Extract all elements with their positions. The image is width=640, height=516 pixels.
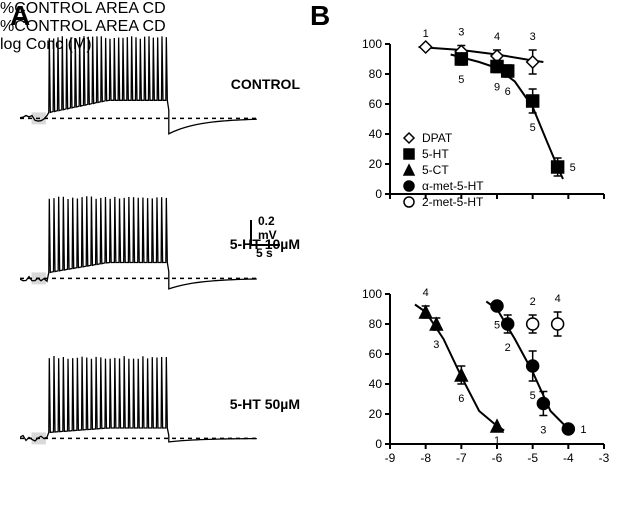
svg-text:0: 0 — [375, 437, 382, 451]
legend-symbol — [400, 147, 418, 161]
trace-2 — [20, 350, 260, 480]
svg-text:1: 1 — [494, 435, 500, 447]
svg-text:100: 100 — [362, 287, 382, 301]
svg-text:60: 60 — [369, 97, 383, 111]
legend-label: α-met-5-HT — [422, 179, 484, 193]
legend-row: 5-HT — [400, 146, 484, 162]
panel-b-label: B — [310, 0, 330, 32]
legend-symbol — [400, 163, 418, 177]
legend-label: 5-HT — [422, 147, 449, 161]
trace-label-0: CONTROL — [180, 76, 300, 92]
legend-row: 5-CT — [400, 162, 484, 178]
scalebar-v-unit: mV — [258, 228, 277, 242]
trace-label-1: 5-HT 10µM — [180, 236, 300, 252]
trace-label-2: 5-HT 50µM — [180, 396, 300, 412]
svg-text:5: 5 — [458, 74, 464, 86]
legend-row: α-met-5-HT — [400, 178, 484, 194]
svg-text:4: 4 — [423, 287, 429, 299]
legend-row: 2-met-5-HT — [400, 194, 484, 210]
legend: DPAT 5-HT 5-CT α-met-5-HT 2-met-5-HT — [400, 130, 484, 210]
svg-text:100: 100 — [362, 37, 382, 51]
trace-1 — [20, 190, 260, 320]
svg-text:5: 5 — [570, 162, 576, 174]
svg-text:2: 2 — [505, 342, 511, 354]
scalebar-vertical — [250, 220, 252, 244]
svg-text:3: 3 — [458, 27, 464, 39]
legend-label: DPAT — [422, 131, 452, 145]
svg-text:60: 60 — [369, 347, 383, 361]
legend-symbol — [400, 195, 418, 209]
legend-symbol — [400, 179, 418, 193]
svg-text:20: 20 — [369, 157, 383, 171]
panel-a-label: A — [10, 0, 30, 32]
legend-label: 5-CT — [422, 163, 449, 177]
svg-text:3: 3 — [540, 425, 546, 437]
svg-text:40: 40 — [369, 377, 383, 391]
svg-text:-4: -4 — [563, 451, 574, 465]
svg-text:4: 4 — [555, 293, 561, 305]
svg-text:-5: -5 — [527, 451, 538, 465]
chart-bottom: 020406080100-9-8-7-6-5-4-343615253124 — [380, 280, 610, 470]
figure: A B CONTROL 5-HT 10µM 5-HT 50µM 0.2 mV 5 s… — [0, 0, 640, 516]
svg-text:0: 0 — [375, 187, 382, 201]
svg-text:3: 3 — [433, 339, 439, 351]
svg-text:5: 5 — [530, 390, 536, 402]
svg-text:6: 6 — [458, 393, 464, 405]
svg-text:4: 4 — [494, 31, 500, 43]
svg-text:1: 1 — [580, 424, 586, 436]
scalebar-v-label: 0.2 — [258, 214, 275, 228]
svg-text:40: 40 — [369, 127, 383, 141]
svg-text:80: 80 — [369, 67, 383, 81]
svg-text:-3: -3 — [599, 451, 610, 465]
svg-text:20: 20 — [369, 407, 383, 421]
panel-a: CONTROL 5-HT 10µM 5-HT 50µM — [20, 30, 300, 510]
svg-text:-7: -7 — [456, 451, 467, 465]
svg-text:-6: -6 — [492, 451, 503, 465]
svg-text:80: 80 — [369, 317, 383, 331]
svg-text:-8: -8 — [420, 451, 431, 465]
svg-text:1: 1 — [423, 28, 429, 40]
trace-0 — [20, 30, 260, 160]
svg-text:5: 5 — [530, 122, 536, 134]
svg-text:6: 6 — [505, 86, 511, 98]
svg-text:5: 5 — [494, 320, 500, 332]
scalebar-h-label: 5 s — [256, 246, 273, 260]
svg-text:2: 2 — [530, 296, 536, 308]
legend-row: DPAT — [400, 130, 484, 146]
svg-text:9: 9 — [494, 82, 500, 94]
svg-text:3: 3 — [530, 31, 536, 43]
legend-label: 2-met-5-HT — [422, 195, 483, 209]
svg-text:-9: -9 — [385, 451, 396, 465]
legend-symbol — [400, 131, 418, 145]
